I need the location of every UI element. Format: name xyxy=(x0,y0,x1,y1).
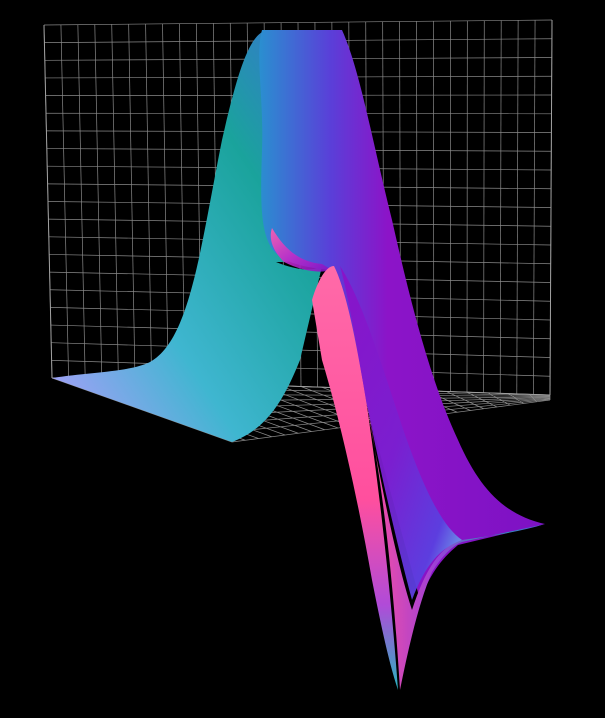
surface-front-slope xyxy=(312,266,398,690)
surface-left-flank xyxy=(52,30,322,442)
wall-grid-line xyxy=(51,360,551,377)
surface-trough xyxy=(366,400,545,690)
surface-saddle xyxy=(270,228,332,272)
frame-edge xyxy=(549,19,553,396)
wall-grid-line xyxy=(43,19,553,26)
surface-right-ribbon xyxy=(340,266,462,600)
frame-edge xyxy=(43,24,53,379)
surface-peak xyxy=(259,30,545,600)
surface-mesh xyxy=(52,30,545,690)
